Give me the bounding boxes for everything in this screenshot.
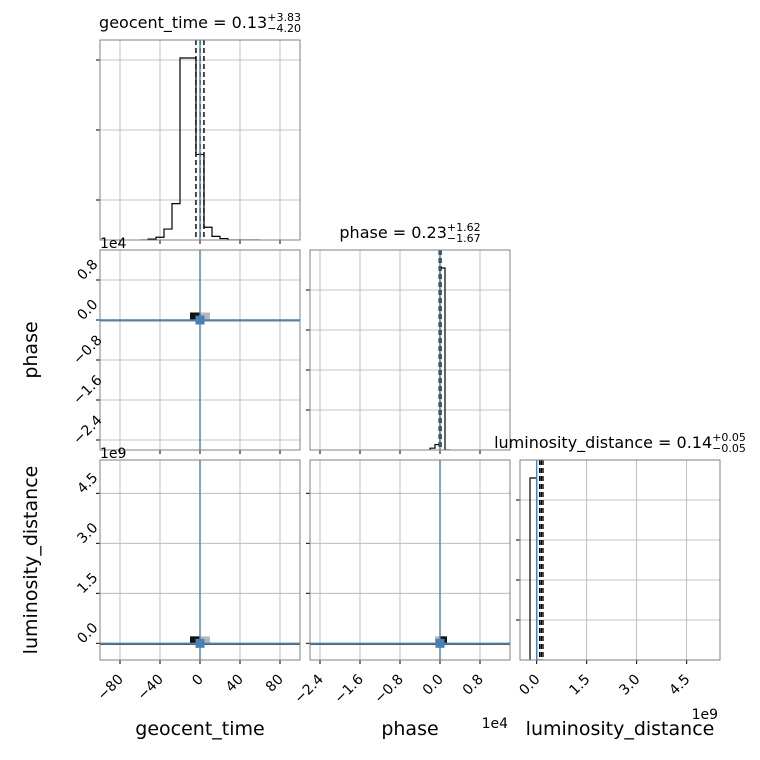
panel-phase-vs-phase <box>306 249 511 454</box>
density-group <box>310 460 510 660</box>
panel-geocent_time-vs-geocent_time <box>96 39 301 244</box>
x-tick-label-geocent_time: −40 <box>135 672 167 704</box>
density-cell-dark <box>190 636 200 644</box>
title-minus-geocent_time: −4.20 <box>267 22 301 35</box>
density-cell-light <box>200 312 210 320</box>
title-phase: phase = 0.23+1.62 <box>339 221 480 242</box>
title-minus-phase: −1.67 <box>447 232 481 245</box>
x-tick-label-luminosity_distance: 1.5 <box>566 672 593 699</box>
x-tick-label-geocent_time: 40 <box>223 672 247 696</box>
density-group <box>100 460 300 660</box>
y-axis-label-luminosity_distance: luminosity_distance <box>20 466 42 655</box>
x-tick-label-geocent_time: 0 <box>189 672 207 690</box>
x-offset-label-phase: 1e4 <box>482 716 509 732</box>
x-axis-label-geocent_time: geocent_time <box>135 718 264 740</box>
title-minus-luminosity_distance: −0.05 <box>712 442 746 455</box>
panel-frame <box>99 39 301 241</box>
panel-frame <box>519 459 721 661</box>
x-tick-label-luminosity_distance: 3.0 <box>616 672 643 699</box>
x-tick-label-phase: −2.4 <box>291 671 326 706</box>
truth-marker <box>195 638 205 648</box>
truth-marker <box>195 315 205 325</box>
x-tick-label-luminosity_distance: 4.5 <box>666 672 693 699</box>
x-tick-label-phase: 0.8 <box>460 672 487 699</box>
title-geocent_time: geocent_time = 0.13+3.83 <box>99 11 301 33</box>
density-cell-dark <box>190 312 200 320</box>
x-offset-label-luminosity-distance: 1e9 <box>692 707 718 723</box>
y-offset-label-phase: 1e4 <box>100 236 127 252</box>
density-group <box>100 250 300 450</box>
panel-frame <box>309 249 511 451</box>
x-tick-label-phase: 0.0 <box>420 672 447 699</box>
y-axis-label-phase: phase <box>20 321 42 378</box>
panel-phase-vs-geocent_time <box>96 249 301 454</box>
density-cell-light <box>200 636 210 644</box>
truth-marker <box>435 638 445 648</box>
x-axis-label-phase: phase <box>381 718 438 740</box>
x-axis-label-luminosity_distance: luminosity_distance <box>526 718 715 740</box>
panel-luminosity_distance-vs-phase <box>306 459 511 664</box>
x-tick-label-phase: −0.8 <box>371 672 406 707</box>
x-tick-label-luminosity_distance: 0.0 <box>516 672 543 699</box>
panel-luminosity_distance-vs-geocent_time <box>96 459 301 664</box>
panel-frame <box>99 459 301 661</box>
title-luminosity_distance: luminosity_distance = 0.14+0.05 <box>494 431 746 453</box>
panel-frame <box>309 459 511 661</box>
x-tick-label-geocent_time: 80 <box>263 672 287 696</box>
x-tick-label-geocent_time: −80 <box>95 672 127 704</box>
x-tick-label-phase: −1.6 <box>331 671 366 706</box>
panel-luminosity_distance-vs-luminosity_distance <box>516 459 721 664</box>
y-offset-label-luminosity_distance: 1e9 <box>100 446 126 462</box>
panel-frame <box>99 249 301 451</box>
